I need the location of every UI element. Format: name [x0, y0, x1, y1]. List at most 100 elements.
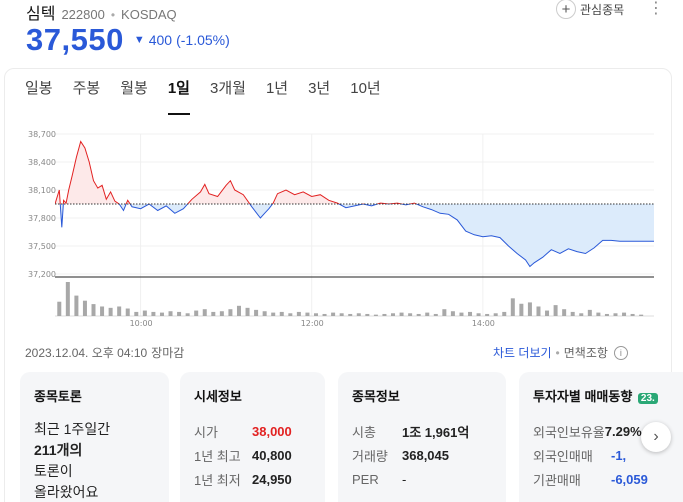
intraday-chart[interactable]: 38,700 38,400 38,100 37,800 37,500 37,200 10:0…: [0, 120, 683, 330]
tab-0[interactable]: 일봉: [25, 80, 53, 97]
row-label: 외국인매매: [533, 448, 593, 464]
info-row: 거래량 368,045: [352, 443, 492, 467]
chart-footer-links: 차트 더보기 • 면책조항 i: [493, 344, 628, 361]
period-tabs: 일봉 주봉 월봉 1일 3개월 1년 3년 10년: [25, 78, 401, 115]
volume-bar: [639, 314, 644, 316]
x-tick-label: 12:00: [301, 319, 324, 328]
market-info-card[interactable]: 시세정보 시가 38,000 1년 최고 40,800 1년 최저 24,950: [180, 372, 325, 502]
tab-4[interactable]: 3개월: [209, 80, 246, 97]
row-label: 시총: [352, 424, 376, 440]
disclaimer-link[interactable]: 면책조항: [563, 346, 608, 360]
market-cap: 1조 1,961억: [402, 424, 470, 440]
volume-bar: [228, 309, 233, 316]
volume-bar: [271, 312, 276, 316]
volume-bar: [254, 309, 259, 316]
volume-bar: [159, 312, 164, 316]
volume-bar: [408, 313, 413, 316]
add-watchlist-button[interactable]: + 관심종목: [556, 0, 624, 20]
info-circle-icon[interactable]: i: [613, 345, 628, 360]
volume-bar: [450, 311, 455, 316]
y-tick-label: 37,800: [28, 214, 56, 223]
discussion-card[interactable]: 종목토론 최근 1주일간 211개의 토론이 올라왔어요: [20, 372, 169, 502]
volume-bar: [519, 303, 524, 316]
chart-footer-info: 2023.12.04. 오후 04:10 장마감: [25, 344, 184, 361]
volume-bar: [527, 302, 532, 316]
info-row: 1년 최고 40,800: [194, 443, 311, 467]
tab-5[interactable]: 1년: [265, 80, 289, 97]
volume-bar: [399, 312, 404, 316]
info-row: 기관매매 -6,059: [533, 467, 669, 491]
volume-bar: [108, 307, 113, 316]
foreign-ownership: 7.29%: [604, 423, 642, 439]
volume-bar: [177, 311, 182, 316]
volume-value: 368,045: [402, 447, 449, 463]
volume-bar: [416, 313, 421, 316]
chart-card: [4, 68, 672, 502]
volume-bar: [313, 313, 318, 316]
foreign-trading: -1,: [611, 447, 627, 463]
volume-bar: [570, 311, 575, 316]
volume-bar: [134, 311, 139, 316]
year-low: 24,950: [252, 471, 292, 487]
card-title: 종목토론: [34, 389, 82, 404]
price-area-down: [55, 204, 654, 267]
volume-bar: [579, 313, 584, 316]
volume-bar: [296, 311, 301, 316]
volume-bar: [65, 282, 70, 316]
price-line-up: [55, 140, 418, 204]
row-label: 거래량: [352, 448, 388, 464]
volume-bar: [100, 306, 105, 316]
x-tick-label: 10:00: [130, 319, 153, 328]
price-area-up: [55, 141, 654, 204]
discussion-text: 최근 1주일간 211개의 토론이 올라왔어요: [34, 419, 155, 502]
tab-1[interactable]: 주봉: [72, 80, 101, 97]
volume-bar: [211, 311, 216, 316]
volume-bar: [339, 313, 344, 316]
volume-bar: [476, 313, 481, 316]
volume-bar: [57, 301, 62, 316]
volume-bar: [348, 313, 353, 316]
year-high: 40,800: [252, 447, 292, 463]
price-change-percent: (-1.05%): [176, 32, 230, 48]
volume-bar: [168, 311, 173, 316]
volume-bar: [604, 313, 609, 316]
row-label: 외국인보유율: [533, 424, 605, 440]
volume-bar: [305, 312, 310, 316]
tab-7[interactable]: 10년: [350, 80, 381, 97]
ellipsis-vertical-icon[interactable]: ⋮: [648, 0, 665, 17]
volume-bar: [442, 309, 447, 316]
volume-bar: [125, 308, 130, 316]
volume-bar: [468, 311, 473, 316]
timestamp: 2023.12.04. 오후 04:10: [25, 346, 148, 360]
info-row: PER -: [352, 467, 492, 491]
tab-3[interactable]: 1일: [167, 78, 191, 115]
stock-info-card[interactable]: 종목정보 시총 1조 1,961억 거래량 368,045 PER -: [338, 372, 506, 502]
volume-bar: [459, 312, 464, 316]
tab-2[interactable]: 월봉: [120, 80, 148, 97]
volume-bar: [485, 313, 490, 316]
volume-bar: [613, 313, 618, 316]
tab-6[interactable]: 3년: [308, 80, 331, 97]
volume-bar: [219, 311, 224, 316]
volume-bar: [425, 312, 430, 316]
volume-bar: [74, 295, 79, 316]
current-price: 37,550: [26, 22, 124, 57]
volume-bar: [194, 310, 199, 316]
volume-bar: [117, 306, 122, 316]
discussion-line: 토론이: [34, 463, 73, 479]
chevron-right-icon[interactable]: ›: [641, 422, 671, 452]
down-arrow-icon: ▼: [133, 34, 145, 46]
discussion-line: 최근 1주일간: [34, 421, 111, 437]
info-row: 시총 1조 1,961억: [352, 419, 492, 443]
row-label: PER: [352, 471, 379, 487]
volume-bar: [142, 310, 147, 316]
volume-bar: [391, 313, 396, 316]
stock-name: 심텍: [26, 6, 56, 23]
x-tick-label: 14:00: [472, 319, 495, 328]
volume-bar: [279, 311, 284, 316]
chart-more-link[interactable]: 차트 더보기: [493, 346, 552, 360]
discussion-line: 올라왔어요: [34, 484, 99, 500]
plus-icon: +: [556, 0, 576, 19]
volume-bar: [510, 298, 515, 316]
volume-bar: [562, 309, 567, 316]
